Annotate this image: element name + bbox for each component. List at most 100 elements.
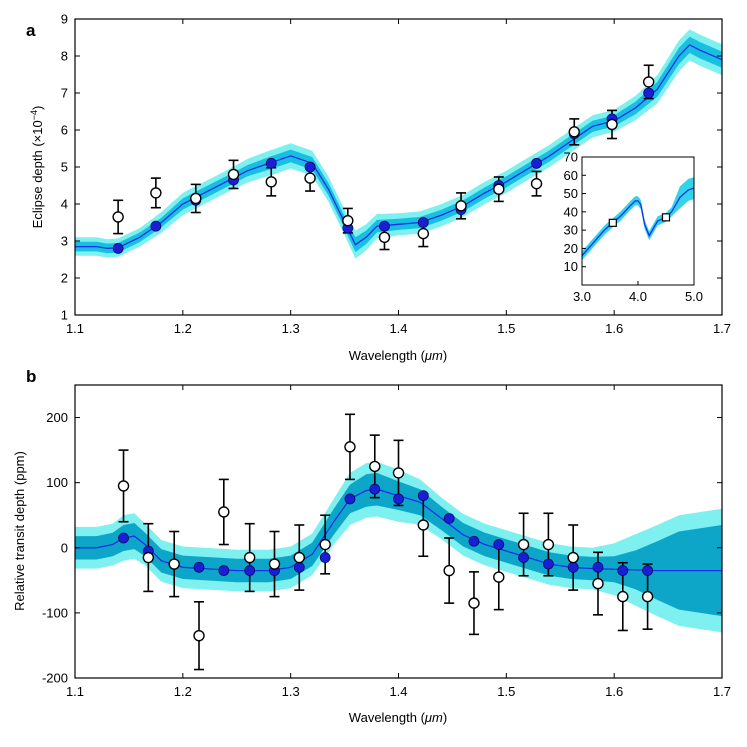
b-xtick-label: 1.4: [389, 684, 407, 699]
a-binned-point: [379, 220, 390, 232]
b-ytick-label: 0: [61, 540, 68, 555]
a-xtick-label: 1.2: [174, 321, 192, 336]
a-observed-point: [227, 168, 240, 181]
b-observed-point: [392, 467, 405, 479]
panel-b-xaxis: 1.1 1.2 1.3 1.4 1.5 1.6 1.7: [66, 385, 731, 699]
b-observed-point: [218, 506, 230, 518]
inset-ytick-label: 50: [564, 186, 578, 201]
panel-a-xlabel-unit: μm: [424, 348, 443, 363]
b-binned-point: [542, 558, 554, 570]
inset-model-band: [582, 177, 694, 261]
panel-b: b 1.1 1.2 1.3 1.4 1.5 1.6 1.7 -200-1000100200 …: [12, 367, 731, 725]
b-binned-point: [567, 561, 579, 573]
panel-a-ylabel-exp: −4: [29, 110, 39, 120]
b-band-outer: [75, 461, 722, 633]
a-observed-point: [642, 76, 655, 88]
a-observed-point: [342, 214, 354, 227]
panel-b-xlabel-close: ): [443, 710, 447, 725]
b-observed-point: [592, 577, 604, 590]
panel-a-inset: 3.0 4.0 5.0 10 20 30 40 50 60 70: [564, 150, 704, 305]
a-binned-point: [417, 217, 429, 228]
a-observed-point: [150, 187, 162, 199]
inset-yaxis: 10 20 30 40 50 60 70: [564, 150, 586, 274]
a-xtick-label: 1.4: [389, 321, 407, 336]
a-ytick-label: 3: [61, 234, 68, 249]
panel-a-observed-points: [112, 76, 655, 244]
b-observed-point: [117, 480, 130, 492]
b-observed-point: [617, 590, 629, 603]
b-binned-point: [319, 552, 331, 563]
a-observed-point: [530, 177, 543, 190]
a-model-path: [75, 44, 723, 250]
panel-a-model-bands: [75, 29, 722, 259]
a-ytick-label: 5: [61, 160, 68, 175]
inset-observed-point: [608, 218, 617, 227]
a-binned-point: [643, 87, 655, 99]
panel-a-yaxis: 1 2 3 4 5 6 7 8 9: [61, 12, 722, 323]
inset-ytick-label: 10: [564, 259, 578, 274]
panel-a-xlabel-main: Wavelength (: [349, 348, 426, 363]
panel-a-ylabel-close: ): [30, 106, 45, 110]
a-xtick-label: 1.3: [282, 321, 300, 336]
b-observed-point: [268, 558, 281, 570]
b-ytick-label: -100: [42, 605, 68, 620]
b-xtick-label: 1.1: [66, 684, 84, 699]
b-binned-point: [493, 539, 505, 550]
a-observed-point: [304, 172, 316, 184]
a-observed-point: [455, 200, 467, 212]
b-observed-point: [319, 538, 331, 551]
a-binned-point: [112, 242, 124, 254]
inset-observed-point: [661, 213, 671, 222]
panel-b-model-bands: [75, 461, 722, 633]
a-ytick-label: 7: [61, 86, 68, 101]
b-ytick-label: 200: [46, 410, 68, 425]
b-xtick-label: 1.5: [497, 684, 515, 699]
a-binned-point: [265, 157, 277, 169]
b-binned-point: [443, 513, 455, 524]
b-observed-point: [641, 590, 654, 603]
b-binned-point: [642, 565, 653, 576]
b-binned-point: [468, 535, 480, 547]
b-observed-point: [293, 551, 305, 564]
inset-xtick-label: 3.0: [573, 289, 591, 304]
a-observed-point: [265, 176, 277, 188]
inset-ytick-label: 70: [564, 150, 578, 165]
panel-b-xlabel-unit: μm: [424, 710, 443, 725]
b-binned-point: [244, 565, 256, 576]
a-observed-point: [190, 192, 202, 205]
panel-b-yaxis: -200 -100 0 100 200: [42, 410, 722, 686]
inset-ytick-label: 30: [564, 223, 578, 238]
b-observed-point: [193, 629, 205, 642]
a-observed-point: [493, 183, 505, 195]
panel-b-xlabel: Wavelength (μm): [349, 710, 447, 725]
panel-a: a 1.1 1.2 1.3 1.4 1.5 1.6 1.7 1 2 3 4 5 6 7 8 9 Eclips…: [26, 12, 731, 364]
b-observed-point: [542, 538, 555, 551]
inset-ytick-label: 40: [564, 204, 578, 219]
b-binned-point: [592, 561, 604, 573]
inset-band: [582, 177, 694, 261]
panel-a-letter: a: [26, 21, 36, 40]
inset-observed-points: [608, 213, 671, 227]
a-xtick-label: 1.6: [605, 321, 623, 336]
b-observed-point: [468, 597, 480, 609]
panel-b-ylabel: Relative transit depth (ppm): [12, 451, 27, 611]
b-binned-point: [393, 493, 404, 505]
b-xtick-label: 1.2: [174, 684, 192, 699]
a-observed-point: [417, 227, 430, 240]
inset-background: [582, 157, 694, 285]
panel-a-xlabel-close: ): [443, 348, 447, 363]
b-observed-point: [168, 558, 180, 570]
inset-xtick-label: 4.0: [629, 289, 647, 304]
inset-ytick-label: 60: [564, 168, 578, 183]
b-binned-point: [293, 561, 305, 573]
b-xtick-label: 1.3: [282, 684, 300, 699]
a-binned-point: [531, 157, 542, 169]
panel-a-ylabel: Eclipse depth (×10−4): [29, 106, 45, 229]
panel-b-letter: b: [26, 367, 36, 386]
inset-xaxis: 3.0 4.0 5.0: [573, 281, 703, 304]
panel-a-xaxis: 1.1 1.2 1.3 1.4 1.5 1.6 1.7: [66, 19, 731, 336]
b-binned-point: [617, 565, 629, 576]
b-observed-point: [493, 571, 505, 583]
panel-a-model-line: [75, 44, 723, 250]
